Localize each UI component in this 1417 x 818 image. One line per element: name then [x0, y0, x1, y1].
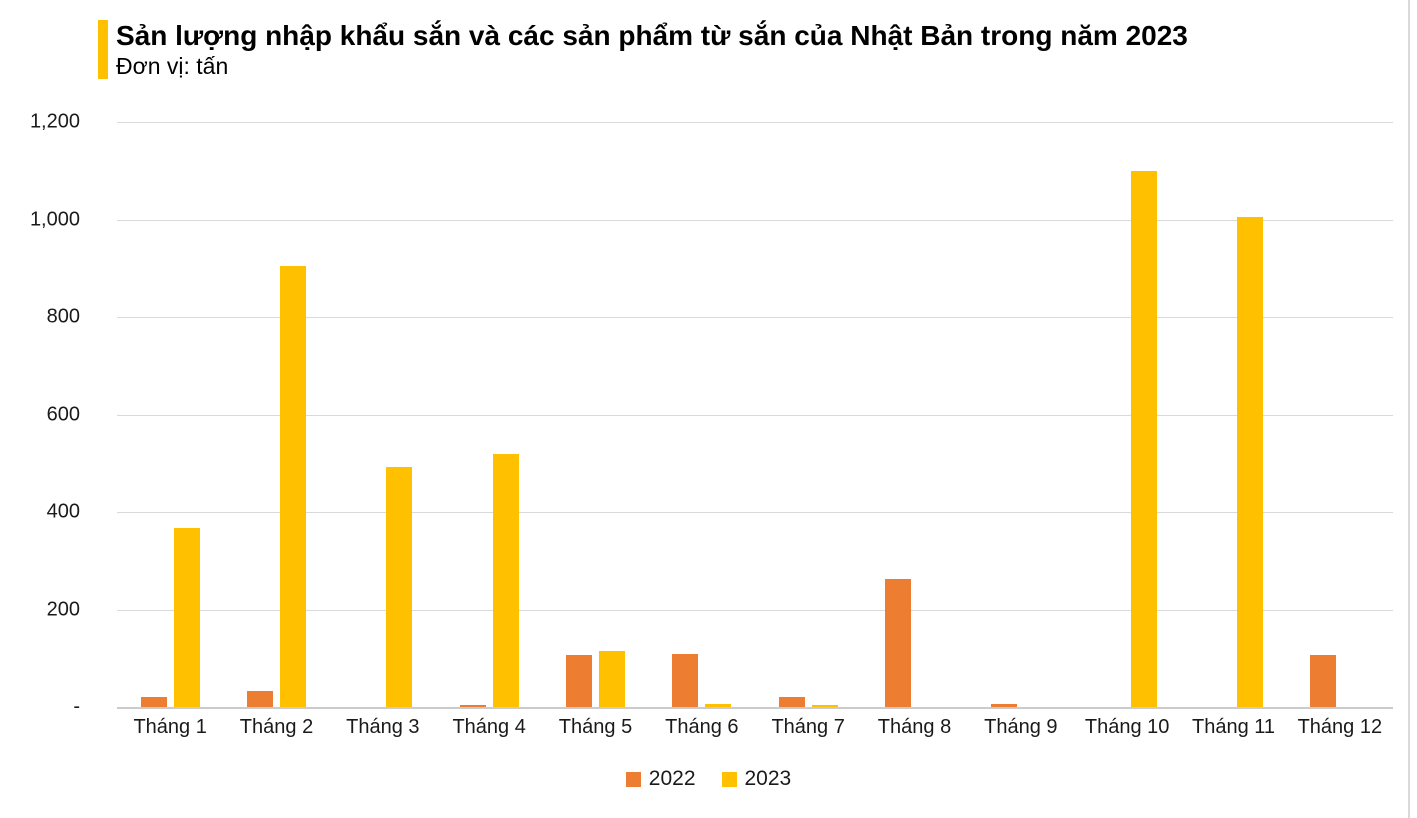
bar-2022-thang-2: [247, 691, 273, 707]
bar-2022-thang-4: [459, 704, 486, 707]
x-axis-tick-label: Tháng 9: [984, 716, 1058, 738]
legend-label: 2023: [744, 767, 792, 790]
bar-2022-thang-12: [1310, 654, 1337, 707]
legend-item-2023: 2023: [721, 767, 792, 791]
gridline: [117, 414, 1393, 416]
bar-2023-thang-3: [386, 466, 413, 707]
bar-2022-thang-6: [672, 654, 699, 707]
x-axis-tick-label: Tháng 4: [452, 716, 526, 738]
legend-swatch-2022: [625, 771, 641, 787]
legend-label: 2022: [648, 767, 696, 790]
bar-2022-thang-8: [885, 578, 911, 707]
y-axis-tick-label: -: [73, 695, 80, 718]
bar-chart-plot-area: [117, 122, 1393, 709]
y-axis-tick-label: 200: [46, 598, 80, 620]
title-accent-bar: [98, 20, 108, 80]
gridline: [117, 707, 1393, 709]
gridline: [117, 122, 1393, 123]
chart-legend: 2022 2023: [0, 767, 1417, 791]
bar-2023-thang-10: [1130, 170, 1157, 707]
bar-2022-thang-1: [140, 697, 167, 707]
x-axis: Tháng 1 Tháng 2 Tháng 3 Tháng 4 Tháng 5 Tháng…: [117, 716, 1393, 748]
bar-2023-thang-11: [1237, 217, 1263, 707]
gridline: [117, 317, 1393, 318]
page-edge-line: [1408, 0, 1410, 818]
bar-2022-thang-7: [778, 697, 805, 707]
y-axis-tick-label: 1,200: [29, 110, 80, 133]
y-axis-tick-label: 800: [46, 305, 80, 328]
bar-2022-thang-9: [991, 704, 1018, 707]
bar-2023-thang-6: [705, 703, 732, 707]
x-axis-tick-label: Tháng 2: [239, 716, 314, 738]
gridline: [117, 609, 1393, 611]
x-axis-tick-label: Tháng 8: [877, 716, 952, 738]
bar-2023-thang-2: [280, 265, 306, 707]
y-axis: 1,200 1,000 800 600 400 200 -: [0, 111, 80, 718]
bar-2022-thang-5: [566, 655, 592, 707]
bar-2023-thang-1: [173, 528, 200, 707]
y-axis-tick-label: 1,000: [29, 208, 80, 230]
x-axis-tick-label: Tháng 6: [665, 716, 739, 738]
gridline: [117, 219, 1393, 221]
x-axis-tick-label: Tháng 11: [1191, 716, 1276, 738]
x-axis-tick-label: Tháng 10: [1084, 716, 1170, 738]
y-axis-tick-label: 600: [46, 403, 80, 425]
bar-2023-thang-7: [811, 704, 838, 707]
x-axis-tick-label: Tháng 12: [1297, 716, 1383, 738]
x-axis-tick-label: Tháng 1: [133, 716, 207, 738]
gridline: [117, 512, 1393, 513]
chart-title: Sản lượng nhập khẩu sắn và các sản phẩm …: [116, 20, 1188, 51]
x-axis-tick-label: Tháng 7: [771, 716, 845, 738]
title-block: Sản lượng nhập khẩu sắn và các sản phẩm …: [116, 20, 1188, 79]
legend-item-2022: 2022: [625, 767, 696, 791]
x-axis-tick-label: Tháng 3: [346, 716, 420, 738]
chart-header: Sản lượng nhập khẩu sắn và các sản phẩm …: [98, 20, 1188, 80]
chart-unit-label: Đơn vị: tấn: [116, 53, 229, 80]
legend-swatch-2023: [721, 771, 737, 787]
y-axis-tick-label: 400: [46, 500, 80, 523]
x-axis-tick-label: Tháng 5: [558, 716, 633, 738]
bar-2023-thang-5: [599, 651, 625, 707]
bar-2023-thang-4: [492, 453, 519, 707]
